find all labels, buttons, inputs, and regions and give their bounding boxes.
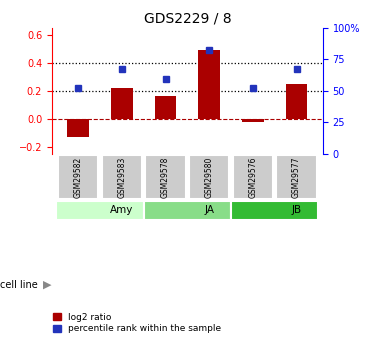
FancyBboxPatch shape [58, 155, 98, 199]
Bar [111, 88, 133, 119]
Text: JB: JB [292, 206, 302, 215]
Text: ▶: ▶ [43, 280, 51, 289]
FancyBboxPatch shape [189, 155, 229, 199]
Bar [286, 84, 308, 119]
FancyBboxPatch shape [144, 200, 231, 220]
Legend: log2 ratio, percentile rank within the sample: log2 ratio, percentile rank within the s… [49, 309, 225, 337]
Bar [242, 119, 264, 122]
Text: JA: JA [204, 206, 214, 215]
Text: Amy: Amy [110, 206, 134, 215]
Bar [198, 50, 220, 119]
Text: GSM29576: GSM29576 [248, 156, 257, 198]
Title: GDS2229 / 8: GDS2229 / 8 [144, 11, 231, 25]
FancyBboxPatch shape [231, 200, 318, 220]
Text: GSM29577: GSM29577 [292, 156, 301, 198]
Text: GSM29578: GSM29578 [161, 156, 170, 198]
Text: GSM29580: GSM29580 [205, 156, 214, 198]
Text: GSM29582: GSM29582 [74, 157, 83, 198]
FancyBboxPatch shape [233, 155, 273, 199]
FancyBboxPatch shape [56, 200, 144, 220]
Text: cell line: cell line [0, 280, 38, 289]
Bar [155, 97, 177, 119]
FancyBboxPatch shape [276, 155, 317, 199]
FancyBboxPatch shape [102, 155, 142, 199]
Bar [67, 119, 89, 137]
FancyBboxPatch shape [145, 155, 186, 199]
Text: GSM29583: GSM29583 [117, 156, 127, 198]
